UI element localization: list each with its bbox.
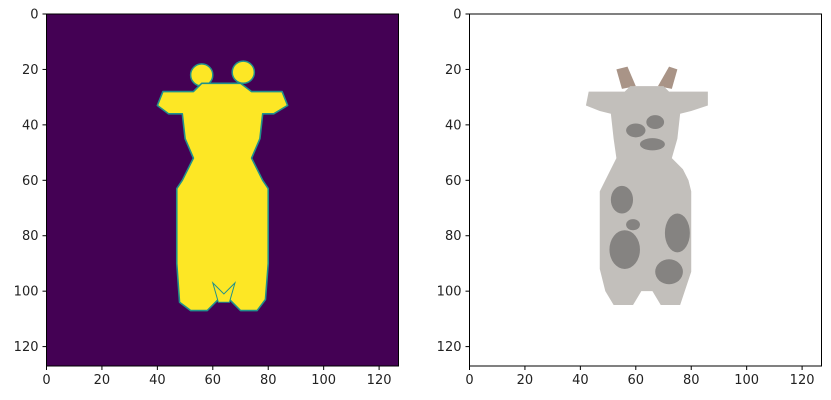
render-spot-cheek xyxy=(639,138,665,151)
render-spot-eye-right xyxy=(646,115,665,130)
render-spot-belly xyxy=(609,230,640,269)
render-x-tick-label-60: 60 xyxy=(628,373,645,388)
mask-x-tick-label-80: 80 xyxy=(260,373,277,388)
mask-image xyxy=(156,60,289,312)
render-x-tick-label-100: 100 xyxy=(734,373,759,388)
render-panel: 0 20 40 60 80 100 120 0 20 40 60 80 100 120 xyxy=(437,8,822,388)
render-y-axis: 0 20 40 60 80 100 120 xyxy=(437,8,470,355)
mask-axes-frame xyxy=(46,13,399,367)
render-y-tick-label-40: 40 xyxy=(445,118,462,133)
render-x-tick-label-0: 0 xyxy=(465,373,473,388)
mask-x-tick-label-120: 120 xyxy=(367,373,392,388)
render-x-tick-label-40: 40 xyxy=(572,373,589,388)
render-x-axis: 0 20 40 60 80 100 120 xyxy=(465,366,815,388)
render-y-tick-label-100: 100 xyxy=(437,285,462,300)
render-y-tick-label-80: 80 xyxy=(445,229,462,244)
render-y-tick-label-20: 20 xyxy=(445,63,462,78)
render-y-tick-label-0: 0 xyxy=(453,8,461,23)
render-spot-small xyxy=(626,219,640,231)
render-y-tick-label-120: 120 xyxy=(437,340,462,355)
mask-y-tick-label-0: 0 xyxy=(30,8,38,23)
mask-y-tick-label-20: 20 xyxy=(22,63,39,78)
mask-x-tick-label-0: 0 xyxy=(42,373,50,388)
render-spot-eye-left xyxy=(626,123,646,138)
mask-y-axis: 0 20 40 60 80 100 120 xyxy=(14,8,47,355)
render-spot-leg xyxy=(655,259,683,285)
render-left-horn xyxy=(616,66,636,89)
render-axes-frame xyxy=(469,13,822,367)
render-x-tick-label-20: 20 xyxy=(517,373,534,388)
render-right-horn xyxy=(657,66,678,89)
mask-x-tick-label-20: 20 xyxy=(94,373,111,388)
mask-y-tick-label-60: 60 xyxy=(22,174,39,189)
mask-y-tick-label-80: 80 xyxy=(22,229,39,244)
mask-y-tick-label-120: 120 xyxy=(14,340,39,355)
mask-leg-gap xyxy=(211,281,236,303)
render-x-tick-label-80: 80 xyxy=(683,373,700,388)
render-image xyxy=(585,66,708,306)
mask-x-tick-label-40: 40 xyxy=(149,373,166,388)
mask-panel: 0 20 40 60 80 100 120 0 20 40 60 80 100 120 xyxy=(14,8,399,388)
render-x-tick-label-120: 120 xyxy=(790,373,815,388)
render-spot-chest xyxy=(610,185,634,214)
mask-y-tick-label-100: 100 xyxy=(14,285,39,300)
mask-right-horn xyxy=(231,60,256,85)
mask-y-tick-label-40: 40 xyxy=(22,118,39,133)
mask-x-axis: 0 20 40 60 80 100 120 xyxy=(42,366,392,388)
mask-x-tick-label-100: 100 xyxy=(311,373,336,388)
mask-cow-silhouette xyxy=(156,82,289,312)
mask-x-tick-label-60: 60 xyxy=(205,373,222,388)
render-y-tick-label-60: 60 xyxy=(445,174,462,189)
render-spot-side xyxy=(664,213,690,253)
